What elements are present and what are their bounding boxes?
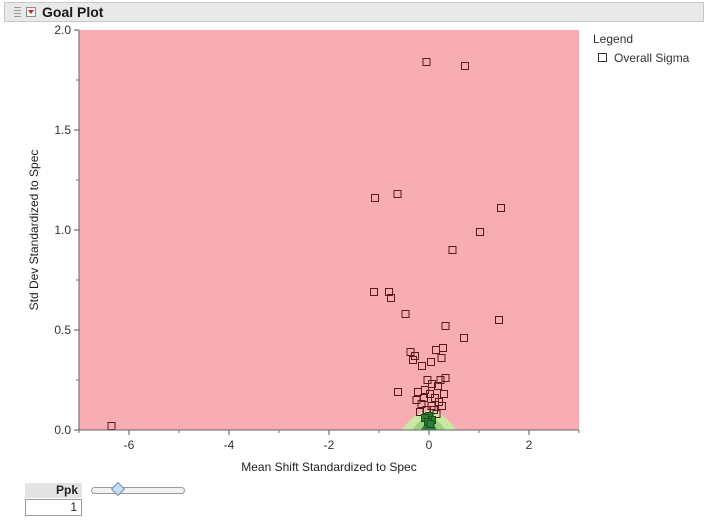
data-point[interactable] <box>422 58 431 66</box>
ppk-slider-track[interactable] <box>91 487 185 494</box>
data-point[interactable] <box>401 310 410 318</box>
data-point[interactable] <box>393 190 402 198</box>
legend-item-overall-sigma[interactable]: Overall Sigma <box>598 51 689 65</box>
data-point[interactable] <box>436 376 445 384</box>
x-tick-label: -4 <box>224 438 235 452</box>
data-point[interactable] <box>414 388 422 396</box>
data-point[interactable] <box>385 288 393 296</box>
goal-plot-header: Goal Plot <box>4 2 704 22</box>
red-triangle-menu-icon[interactable] <box>26 7 36 17</box>
ppk-control: Ppk 1 <box>25 483 82 516</box>
data-point[interactable] <box>441 322 450 330</box>
legend-item-label: Overall Sigma <box>614 51 690 65</box>
y-tick-label: 2.0 <box>54 23 71 37</box>
data-point[interactable] <box>417 400 426 408</box>
data-point[interactable] <box>438 402 446 410</box>
y-tick-label: 0.0 <box>54 423 71 437</box>
data-point[interactable] <box>428 380 436 388</box>
x-tick-label: 2 <box>526 438 533 452</box>
data-point[interactable] <box>476 228 484 236</box>
data-point[interactable] <box>426 420 435 428</box>
data-point[interactable] <box>440 390 448 398</box>
data-point[interactable] <box>370 288 378 296</box>
data-point[interactable] <box>416 408 424 416</box>
data-point[interactable] <box>495 316 503 324</box>
data-point[interactable] <box>409 356 417 364</box>
legend-title: Legend <box>593 32 634 46</box>
data-point[interactable] <box>461 62 469 70</box>
x-tick-label: 0 <box>426 438 433 452</box>
y-tick-label: 0.5 <box>54 323 71 337</box>
data-point[interactable] <box>387 294 395 302</box>
y-axis-label: Std Dev Standardized to Spec <box>27 150 41 311</box>
data-point[interactable] <box>418 362 426 370</box>
ppk-value-field[interactable]: 1 <box>25 499 82 516</box>
x-tick-label: -2 <box>324 438 335 452</box>
data-point[interactable] <box>441 374 450 382</box>
x-tick-label: -6 <box>124 438 135 452</box>
goal-plot-title: Goal Plot <box>42 4 104 20</box>
data-point[interactable] <box>434 382 442 390</box>
data-point[interactable] <box>460 334 468 342</box>
gripper-icon[interactable] <box>14 7 21 19</box>
y-tick-label: 1.5 <box>54 123 71 137</box>
data-point[interactable] <box>497 204 505 212</box>
ppk-label: Ppk <box>25 483 82 498</box>
data-point[interactable] <box>394 388 402 396</box>
x-axis-label: Mean Shift Standardized to Spec <box>241 460 416 474</box>
red-zone-background <box>79 30 579 430</box>
y-tick-label: 1.0 <box>54 223 71 237</box>
data-point[interactable] <box>448 246 457 254</box>
data-point[interactable] <box>437 354 446 362</box>
open-square-icon <box>598 53 607 63</box>
data-point[interactable] <box>432 346 440 354</box>
data-point[interactable] <box>427 358 435 366</box>
data-point[interactable] <box>371 194 379 202</box>
